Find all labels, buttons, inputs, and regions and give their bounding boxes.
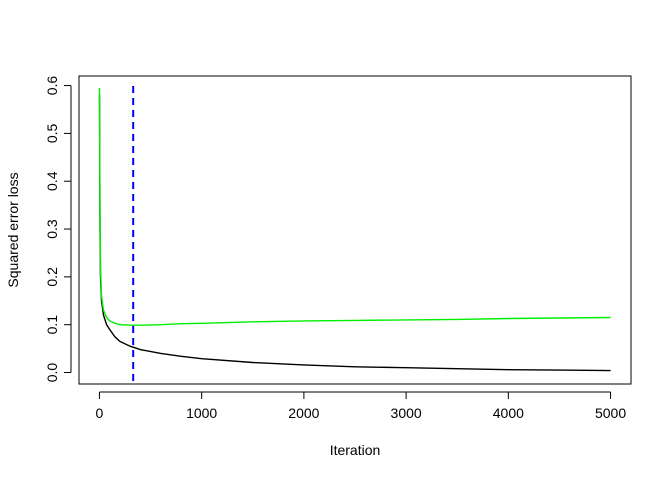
y-tick-label: 0.1 <box>44 315 60 335</box>
series-line-2 <box>98 87 611 326</box>
x-tick-label: 3000 <box>391 405 422 421</box>
x-tick-label: 0 <box>96 405 104 421</box>
series-line-1 <box>98 95 611 372</box>
x-axis: 0 1000 2000 3000 4000 5000 <box>96 391 626 421</box>
y-axis: 0.0 0.1 0.2 0.3 0.4 0.5 0.6 <box>44 76 72 383</box>
y-tick-label: 0.4 <box>44 171 60 191</box>
y-tick-label: 0.5 <box>44 123 60 143</box>
plot-box <box>78 75 632 385</box>
x-axis-title: Iteration <box>330 442 381 458</box>
series-group <box>98 87 611 372</box>
y-tick-label: 0.0 <box>44 363 60 383</box>
y-tick-label: 0.2 <box>44 267 60 287</box>
y-tick-label: 0.6 <box>44 76 60 96</box>
y-tick-label: 0.3 <box>44 219 60 239</box>
x-tick-label: 2000 <box>288 405 319 421</box>
x-tick-label: 1000 <box>186 405 217 421</box>
x-tick-label: 5000 <box>595 405 626 421</box>
y-axis-title: Squared error loss <box>5 172 21 287</box>
x-tick-label: 4000 <box>493 405 524 421</box>
